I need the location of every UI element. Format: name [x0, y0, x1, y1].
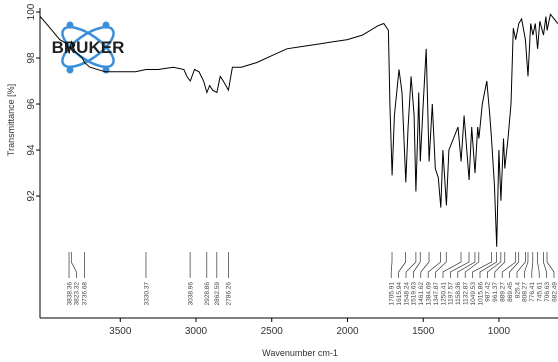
- x-tick-label: 1500: [412, 326, 435, 337]
- peak-marker: [464, 252, 480, 278]
- peak-label: 706.63: [544, 282, 551, 302]
- peak-marker: [487, 252, 502, 278]
- peak-marker: [546, 252, 555, 278]
- y-tick-label: 92: [26, 190, 37, 202]
- peak-label: 1615.94: [396, 282, 403, 306]
- peak-marker: [531, 252, 534, 278]
- peak-label: 1015.86: [477, 282, 484, 306]
- peak-label: 1197.57: [448, 282, 455, 305]
- peak-marker: [537, 252, 540, 278]
- peak-marker: [413, 252, 421, 278]
- y-tick-label: 94: [26, 144, 37, 156]
- x-tick-label: 1000: [488, 326, 511, 337]
- peak-label: 1548.24: [403, 282, 410, 306]
- peak-marker: [427, 252, 442, 278]
- logo-dot: [102, 21, 110, 29]
- peak-marker: [472, 252, 492, 278]
- peak-label: 889.27: [500, 282, 507, 302]
- peak-label: 2862.59: [214, 282, 221, 306]
- y-axis-title: Transmittance [%]: [6, 84, 16, 156]
- peak-marker: [442, 252, 462, 278]
- logo-dot: [66, 21, 74, 29]
- peak-label: 3736.68: [82, 282, 89, 306]
- x-axis-title: Wavenumber cm-1: [262, 348, 338, 358]
- peak-label: 776.41: [529, 282, 536, 302]
- peak-label: 987.42: [485, 282, 492, 302]
- peak-label: 1158.36: [455, 282, 462, 305]
- peak-marker: [435, 252, 447, 278]
- peak-label: 1705.91: [389, 282, 396, 306]
- x-tick-label: 2000: [336, 326, 359, 337]
- x-tick-label: 3500: [109, 326, 132, 337]
- peak-label: 1132.87: [463, 282, 470, 305]
- peak-label: 869.45: [507, 282, 514, 302]
- peak-label: 1347.87: [433, 282, 440, 306]
- peak-marker: [509, 252, 520, 278]
- logo-dot: [102, 66, 110, 74]
- peak-label: 1250.41: [440, 282, 447, 306]
- peak-label: 3838.36: [66, 282, 73, 306]
- peak-marker: [457, 252, 476, 278]
- peak-marker: [479, 252, 497, 278]
- peak-label: 1461.62: [418, 282, 425, 306]
- y-tick-label: 98: [26, 52, 37, 64]
- peak-label: 825.4: [514, 282, 521, 299]
- peak-marker: [398, 252, 406, 278]
- peak-marker: [543, 252, 547, 278]
- peak-marker: [524, 252, 529, 278]
- peak-label: 682.49: [551, 282, 558, 302]
- peak-marker: [450, 252, 470, 278]
- peak-marker: [420, 252, 430, 278]
- peak-label: 3330.37: [143, 282, 150, 306]
- peak-marker: [70, 252, 77, 278]
- peak-label: 1519.63: [411, 282, 418, 306]
- peak-label: 745.61: [537, 282, 544, 302]
- y-tick-label: 96: [26, 98, 37, 110]
- peak-label: 2786.26: [226, 282, 233, 306]
- peak-label: 1384.69: [426, 282, 433, 306]
- peak-marker: [405, 252, 417, 278]
- peak-label: 1049.53: [470, 282, 477, 306]
- spectrum-line: [39, 13, 558, 247]
- x-tick-label: 2500: [261, 326, 284, 337]
- y-tick-label: 100: [26, 3, 37, 20]
- peak-label: 808.27: [522, 282, 529, 302]
- logo-orbit: [61, 25, 115, 69]
- peak-marker: [494, 252, 506, 278]
- peak-label: 3823.32: [74, 282, 81, 306]
- peak-marker: [501, 252, 517, 278]
- peak-marker: [516, 252, 526, 278]
- peak-label: 3038.96: [187, 282, 194, 306]
- x-tick-label: 3000: [185, 326, 208, 337]
- logo-dot: [66, 66, 74, 74]
- peak-label: 961.37: [492, 282, 499, 302]
- peak-label: 2928.86: [204, 282, 211, 306]
- peak-marker: [390, 252, 393, 278]
